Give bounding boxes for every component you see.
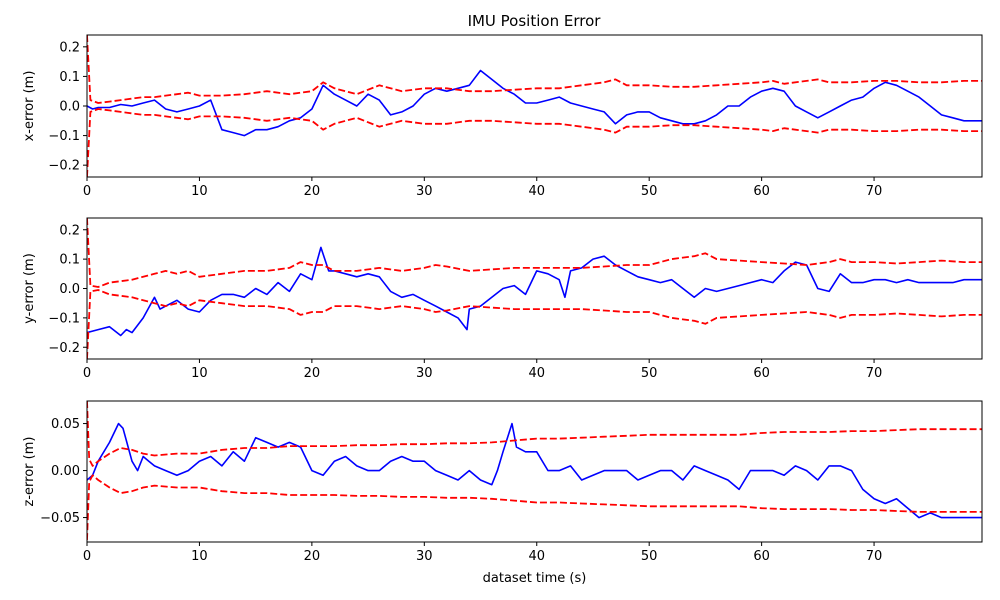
x-xtick-label: 50 <box>641 184 658 199</box>
x-ylabel: x-error (m) <box>22 71 37 142</box>
x-xtick-label: 0 <box>83 184 91 199</box>
z-xtick-label: 40 <box>528 549 545 564</box>
x-xtick-label: 30 <box>416 184 433 199</box>
z-xtick-label: 60 <box>753 549 770 564</box>
z-series-error <box>87 422 982 519</box>
x-ytick-label: 0.0 <box>59 100 80 115</box>
x-xtick-label: 20 <box>304 184 321 199</box>
x-xtick-label: 70 <box>866 184 883 199</box>
subplots: 0 10 20 30 40 50 60 70 −0.2 −0.1 0.0 0.1 0.2 x-error … <box>22 34 983 586</box>
y-xtick-label: 20 <box>304 366 321 381</box>
x-ytick-label: 0.2 <box>59 40 80 55</box>
z-series-upper-bound <box>87 401 982 467</box>
y-series-lower-bound <box>87 289 982 359</box>
z-ytick-label: 0.00 <box>51 464 80 479</box>
z-xtick-label: 50 <box>641 549 658 564</box>
y-xtick-label: 0 <box>83 366 91 381</box>
y-series-error <box>87 246 982 337</box>
z-ytick-label: −0.05 <box>40 511 80 526</box>
z-xtick-label: 0 <box>83 549 91 564</box>
y-ytick-label: −0.1 <box>48 311 80 326</box>
z-axes-frame <box>86 400 983 543</box>
y-xtick-label: 70 <box>866 366 883 381</box>
y-xtick-label: 30 <box>416 366 433 381</box>
x-ytick-label: 0.1 <box>59 70 80 85</box>
z-xlabel: dataset time (s) <box>483 571 587 586</box>
x-series-lower-bound <box>87 108 982 177</box>
x-series-error <box>87 69 982 137</box>
y-ytick-label: 0.0 <box>59 282 80 297</box>
y-series-upper-bound <box>87 218 982 288</box>
z-xtick-label: 10 <box>191 549 208 564</box>
z-xtick-label: 20 <box>304 549 321 564</box>
z-series-lower-bound <box>87 474 982 541</box>
y-xtick-label: 50 <box>641 366 658 381</box>
z-xtick-label: 70 <box>866 549 883 564</box>
y-error-panel: 0 10 20 30 40 50 60 70 −0.2 −0.1 0.0 0.1 0.2 y-error … <box>22 217 983 381</box>
z-xtick-label: 30 <box>416 549 433 564</box>
y-ytick-label: −0.2 <box>48 341 80 356</box>
x-xtick-label: 60 <box>753 184 770 199</box>
x-xtick-label: 10 <box>191 184 208 199</box>
z-ytick-label: 0.05 <box>51 417 80 432</box>
y-ytick-label: 0.1 <box>59 253 80 268</box>
y-ylabel: y-error (m) <box>22 253 37 324</box>
x-ytick-label: −0.1 <box>48 129 80 144</box>
y-xtick-label: 40 <box>528 366 545 381</box>
x-xtick-label: 40 <box>528 184 545 199</box>
x-ytick-label: −0.2 <box>48 159 80 174</box>
x-series-upper-bound <box>87 35 982 104</box>
y-ytick-label: 0.2 <box>59 223 80 238</box>
y-xtick-label: 60 <box>753 366 770 381</box>
figure-title: IMU Position Error <box>468 12 602 30</box>
x-error-panel: 0 10 20 30 40 50 60 70 −0.2 −0.1 0.0 0.1 0.2 x-error … <box>22 34 983 199</box>
z-ylabel: z-error (m) <box>22 437 37 507</box>
y-xtick-label: 10 <box>191 366 208 381</box>
z-error-panel: 0 10 20 30 40 50 60 70 −0.05 0.00 0.05 z-error (m) d… <box>22 400 983 586</box>
